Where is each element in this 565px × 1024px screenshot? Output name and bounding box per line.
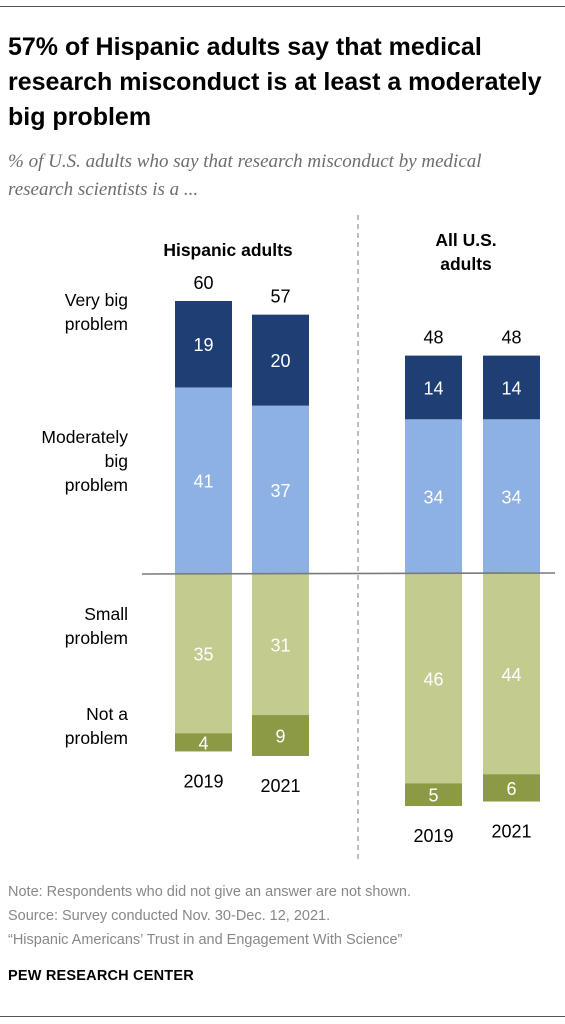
legend-label-small: Small problem: [65, 604, 128, 648]
value-not-a-problem-hispanic-2021: 9: [275, 727, 285, 747]
value-very-big-all-us-2021: 14: [501, 378, 521, 398]
bar-very-big-all-us-2019: [405, 355, 462, 420]
value-very-big-hispanic-2021: 20: [270, 351, 290, 371]
baseline: [141, 572, 556, 575]
footnote-note: Note: Respondents who did not give an an…: [8, 884, 412, 900]
value-moderately-big-hispanic-2021: 37: [270, 481, 290, 501]
bar-small-hispanic-2019: [175, 574, 232, 734]
value-not-a-problem-all-us-2019: 5: [428, 786, 438, 806]
footnote-report: “Hispanic Americans’ Trust in and Engage…: [8, 932, 403, 948]
bar-moderately-big-hispanic-2019: [175, 387, 232, 574]
year-label-all-us-2019: 2019: [413, 826, 453, 846]
bar-not-a-problem-all-us-2021: [483, 774, 540, 802]
bar-very-big-hispanic-2021: [252, 314, 309, 406]
value-net-all-us-2021: 48: [501, 328, 521, 348]
bar-small-all-us-2019: [405, 574, 462, 784]
bar-very-big-hispanic-2019: [175, 301, 232, 388]
bar-not-a-problem-hispanic-2019: [175, 733, 232, 752]
bar-not-a-problem-hispanic-2021: [252, 715, 309, 756]
value-moderately-big-all-us-2021: 34: [501, 488, 521, 508]
bar-not-a-problem-all-us-2019: [405, 783, 462, 807]
year-label-all-us-2021: 2021: [491, 822, 531, 842]
year-label-hispanic-2021: 2021: [260, 776, 300, 796]
bar-small-hispanic-2021: [252, 574, 309, 716]
chart-title: 57% of Hispanic adults say that medical …: [8, 33, 542, 131]
value-small-all-us-2019: 46: [423, 670, 443, 690]
bar-moderately-big-all-us-2021: [483, 419, 540, 574]
value-very-big-all-us-2019: 14: [423, 378, 443, 398]
year-label-hispanic-2019: 2019: [183, 771, 223, 791]
legend-label-very-big: Very big problem: [65, 290, 128, 334]
group-title-all-us: All U.S. adults: [435, 230, 496, 274]
bar-moderately-big-hispanic-2021: [252, 405, 309, 574]
value-net-all-us-2019: 48: [423, 328, 443, 348]
value-net-hispanic-2021: 57: [270, 287, 290, 307]
bar-very-big-all-us-2021: [483, 355, 540, 420]
bar-small-all-us-2021: [483, 574, 540, 775]
value-moderately-big-all-us-2019: 34: [423, 488, 443, 508]
value-not-a-problem-all-us-2021: 6: [506, 779, 516, 799]
value-very-big-hispanic-2019: 19: [193, 335, 213, 355]
value-small-hispanic-2021: 31: [270, 636, 290, 656]
bar-moderately-big-all-us-2019: [405, 419, 462, 574]
brand-label: PEW RESEARCH CENTER: [8, 968, 194, 984]
value-small-all-us-2021: 44: [501, 665, 521, 685]
value-moderately-big-hispanic-2019: 41: [193, 472, 213, 492]
legend-label-moderately-big: Moderately big problem: [41, 427, 128, 495]
value-not-a-problem-hispanic-2019: 4: [198, 733, 208, 753]
top-rule: [0, 6, 565, 7]
value-net-hispanic-2019: 60: [193, 273, 213, 293]
chart-subtitle: % of U.S. adults who say that research m…: [8, 151, 482, 200]
value-small-hispanic-2019: 35: [193, 645, 213, 665]
group-title-hispanic: Hispanic adults: [163, 240, 293, 260]
bottom-rule: [0, 1016, 565, 1017]
legend-label-not-a-problem: Not a problem: [65, 704, 129, 748]
footnote-source: Source: Survey conducted Nov. 30-Dec. 12…: [8, 908, 331, 924]
